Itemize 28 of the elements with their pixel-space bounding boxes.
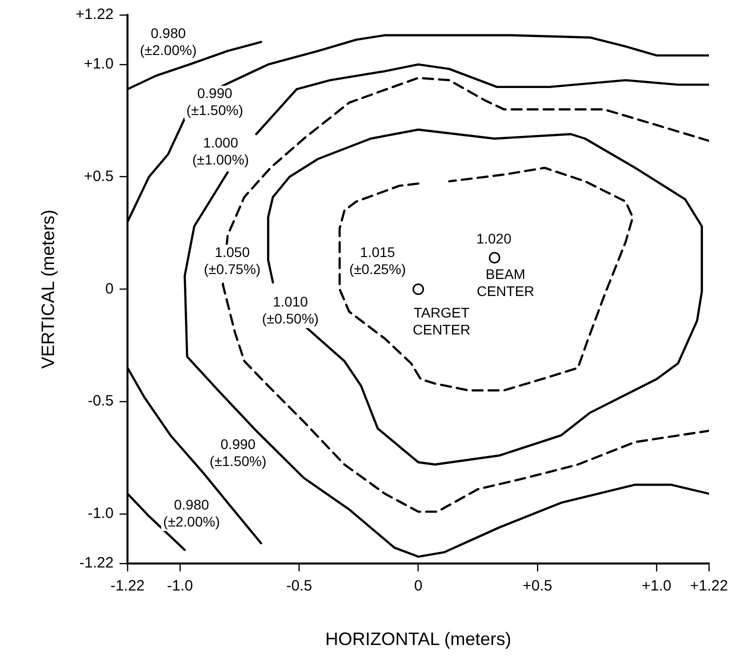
- annotation: BEAM CENTER: [476, 266, 534, 300]
- x-tick-label: +0.5: [522, 578, 552, 595]
- x-axis-title: HORIZONTAL (meters): [325, 629, 512, 650]
- x-tick-label: +1.22: [690, 578, 728, 595]
- annotation: 1.000 (±1.00%): [192, 134, 249, 168]
- y-tick-label: -0.5: [88, 392, 114, 410]
- y-tick-label: +0.5: [84, 168, 114, 185]
- line-series: [338, 166, 634, 392]
- y-axis-title: VERTICAL (meters): [38, 210, 58, 369]
- annotation: 0.990 (±1.50%): [186, 85, 244, 118]
- x-tick-label: -0.5: [286, 578, 312, 595]
- annotation: 1.015 (±0.25%): [349, 244, 406, 278]
- y-tick-label: +1.22: [76, 6, 114, 24]
- annotation: 1.050 (±0.75%): [204, 244, 261, 278]
- annotation: 0.990 (±1.50%): [210, 436, 266, 470]
- x-tick-label: 0: [414, 578, 422, 595]
- y-tick-label: 0: [105, 280, 114, 298]
- x-tick-label: -1.0: [167, 578, 193, 595]
- annotation: TARGET CENTER: [412, 304, 470, 338]
- x-tick-label: +1.0: [642, 578, 672, 595]
- annotation: 0.980 (±2.00%): [140, 24, 197, 58]
- annotation: 1.010 (±0.50%): [262, 293, 319, 326]
- x-tick-label: -1.22: [110, 578, 145, 595]
- y-tick-label: -1.22: [79, 554, 114, 572]
- y-tick-label: +1.0: [84, 56, 114, 73]
- y-tick-label: -1.0: [88, 505, 114, 522]
- annotation: 0.980 (±2.00%): [163, 496, 220, 530]
- annotation: 1.020: [476, 230, 512, 247]
